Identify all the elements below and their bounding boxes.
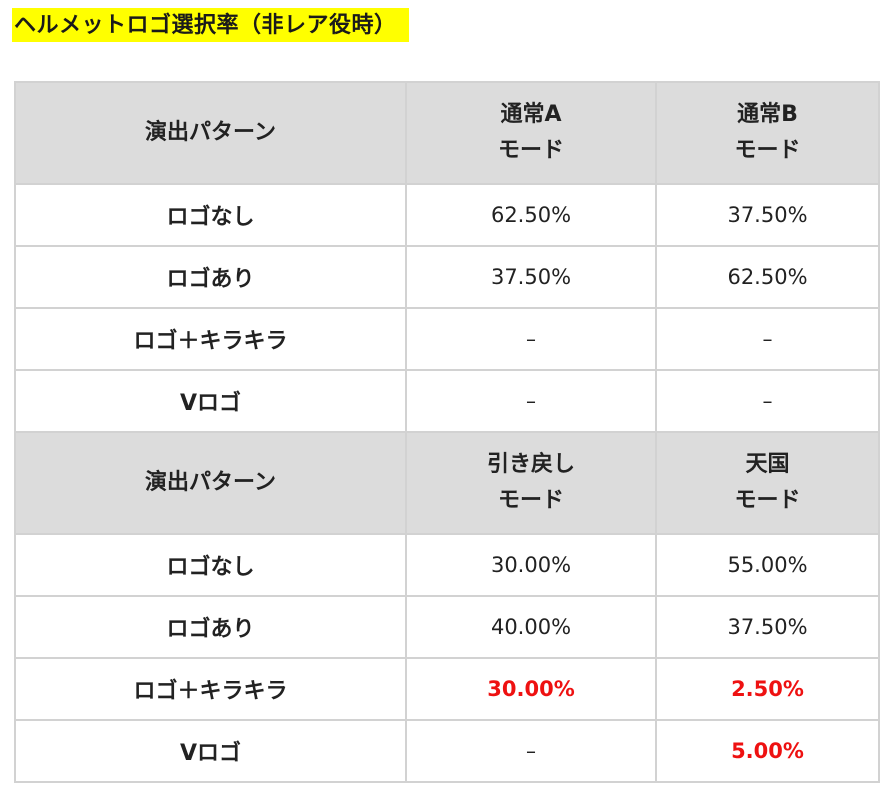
row-label: Vロゴ xyxy=(14,719,407,783)
header-pattern-label: 演出パターン xyxy=(145,120,276,145)
header-mode-cell: 通常B モード xyxy=(655,81,880,185)
row-label: ロゴ＋キラキラ xyxy=(14,657,407,721)
rate-value: 37.50% xyxy=(405,245,657,309)
title-container: ヘルメットロゴ選択率（非レア役時） xyxy=(12,8,409,42)
rate-value: 5.00% xyxy=(655,719,880,783)
row-label: ロゴあり xyxy=(14,595,407,659)
header-mode-name: 天国 xyxy=(745,452,790,477)
header-mode-cell: 引き戻し モード xyxy=(405,431,657,535)
rate-value: – xyxy=(405,307,657,371)
rate-value: – xyxy=(655,307,880,371)
rate-value: 62.50% xyxy=(655,245,880,309)
row-label: ロゴあり xyxy=(14,245,407,309)
rate-value: 55.00% xyxy=(655,533,880,597)
header-mode-suffix: モード xyxy=(734,138,801,163)
rate-value: 30.00% xyxy=(405,657,657,721)
rate-value: – xyxy=(655,369,880,433)
page-title: ヘルメットロゴ選択率（非レア役時） xyxy=(12,8,409,42)
logo-rate-table: 演出パターン 通常A モード 通常B モード ロゴなし 62.50% 37.50… xyxy=(14,81,880,783)
table-row: Vロゴ – 5.00% xyxy=(14,719,880,783)
header-pattern-cell: 演出パターン xyxy=(14,431,407,535)
header-mode-cell: 通常A モード xyxy=(405,81,657,185)
row-label: ロゴなし xyxy=(14,533,407,597)
table-row: ロゴなし 62.50% 37.50% xyxy=(14,183,880,247)
rate-value: 37.50% xyxy=(655,595,880,659)
row-label: ロゴなし xyxy=(14,183,407,247)
table-row: ロゴ＋キラキラ 30.00% 2.50% xyxy=(14,657,880,721)
table-row: ロゴなし 30.00% 55.00% xyxy=(14,533,880,597)
rate-value: 40.00% xyxy=(405,595,657,659)
header-mode-suffix: モード xyxy=(497,138,564,163)
header-mode-cell: 天国 モード xyxy=(655,431,880,535)
rate-value: 2.50% xyxy=(655,657,880,721)
rate-value: 30.00% xyxy=(405,533,657,597)
table-row: ロゴあり 40.00% 37.50% xyxy=(14,595,880,659)
header-pattern-label: 演出パターン xyxy=(145,470,276,495)
table-row: ロゴあり 37.50% 62.50% xyxy=(14,245,880,309)
table-header-row: 演出パターン 通常A モード 通常B モード xyxy=(14,81,880,185)
rate-value: 62.50% xyxy=(405,183,657,247)
header-mode-suffix: モード xyxy=(497,488,564,513)
header-mode-name: 通常B xyxy=(737,102,798,127)
rate-value: 37.50% xyxy=(655,183,880,247)
table-row: ロゴ＋キラキラ – – xyxy=(14,307,880,371)
table-row: Vロゴ – – xyxy=(14,369,880,433)
header-mode-suffix: モード xyxy=(734,488,801,513)
header-mode-name: 引き戻し xyxy=(486,452,575,477)
table-header-row: 演出パターン 引き戻し モード 天国 モード xyxy=(14,431,880,535)
header-pattern-cell: 演出パターン xyxy=(14,81,407,185)
rate-value: – xyxy=(405,369,657,433)
header-mode-name: 通常A xyxy=(500,102,562,127)
rate-value: – xyxy=(405,719,657,783)
row-label: ロゴ＋キラキラ xyxy=(14,307,407,371)
row-label: Vロゴ xyxy=(14,369,407,433)
